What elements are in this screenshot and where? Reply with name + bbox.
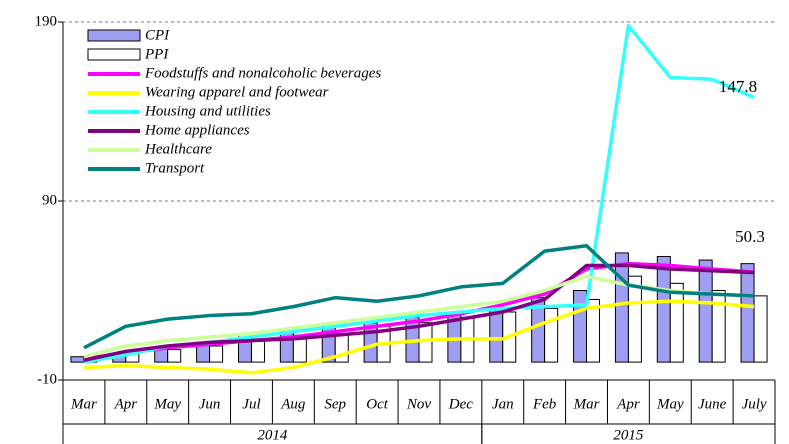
x-tick-label: Mar [573,396,600,412]
y-tick-label: 190 [35,13,58,29]
bar [70,356,85,363]
bar [209,345,224,363]
x-tick-label: Apr [616,396,640,412]
line [83,299,755,375]
legend-label: Healthcare [144,141,212,157]
x-tick-label: Oct [366,396,388,412]
bar [711,290,726,363]
bar [418,322,433,363]
x-tick-label: Mar [70,396,97,412]
x-tick-label: Jul [242,396,260,412]
legend-label: Foodstuffs and nonalcoholic beverages [144,65,381,81]
y-tick-label: -10 [37,371,57,387]
legend-label: Transport [145,160,205,176]
group-label: 2015 [613,427,644,443]
x-tick-label: Jun [199,396,221,412]
x-tick-label: May [656,396,684,412]
x-tick-label: Nov [406,396,432,412]
line [83,261,755,361]
x-tick-label: May [153,396,181,412]
x-tick-label: July [742,396,767,412]
bar [627,275,642,363]
legend-swatch [87,29,141,42]
x-tick-label: Jan [492,396,514,412]
annotation: 147.8 [719,77,757,96]
bar [573,290,588,363]
x-tick-label: Feb [532,396,557,412]
bar [614,252,629,363]
bar [740,263,755,363]
legend-label: PPI [144,46,169,62]
bar [656,255,671,363]
legend-label: Housing and utilities [144,103,271,119]
x-tick-label: Sep [324,396,346,412]
legend-label: CPI [145,27,170,43]
bar [669,282,684,363]
legend-label: Home appliances [144,122,250,138]
bar [753,295,768,363]
group-label: 2014 [257,427,288,443]
line [83,263,755,363]
x-tick-label: Dec [448,396,473,412]
line [83,244,755,350]
bar [586,298,601,363]
bar [544,307,559,363]
legend-swatch [87,48,141,61]
bar [698,259,713,363]
annotation: 50.3 [735,227,765,246]
bar [250,338,265,363]
x-tick-label: June [698,396,727,412]
x-tick-label: Apr [114,396,138,412]
y-tick-label: 90 [42,192,57,208]
bar [167,349,182,363]
x-tick-label: Aug [280,396,306,412]
legend-label: Wearing apparel and footwear [145,84,329,100]
